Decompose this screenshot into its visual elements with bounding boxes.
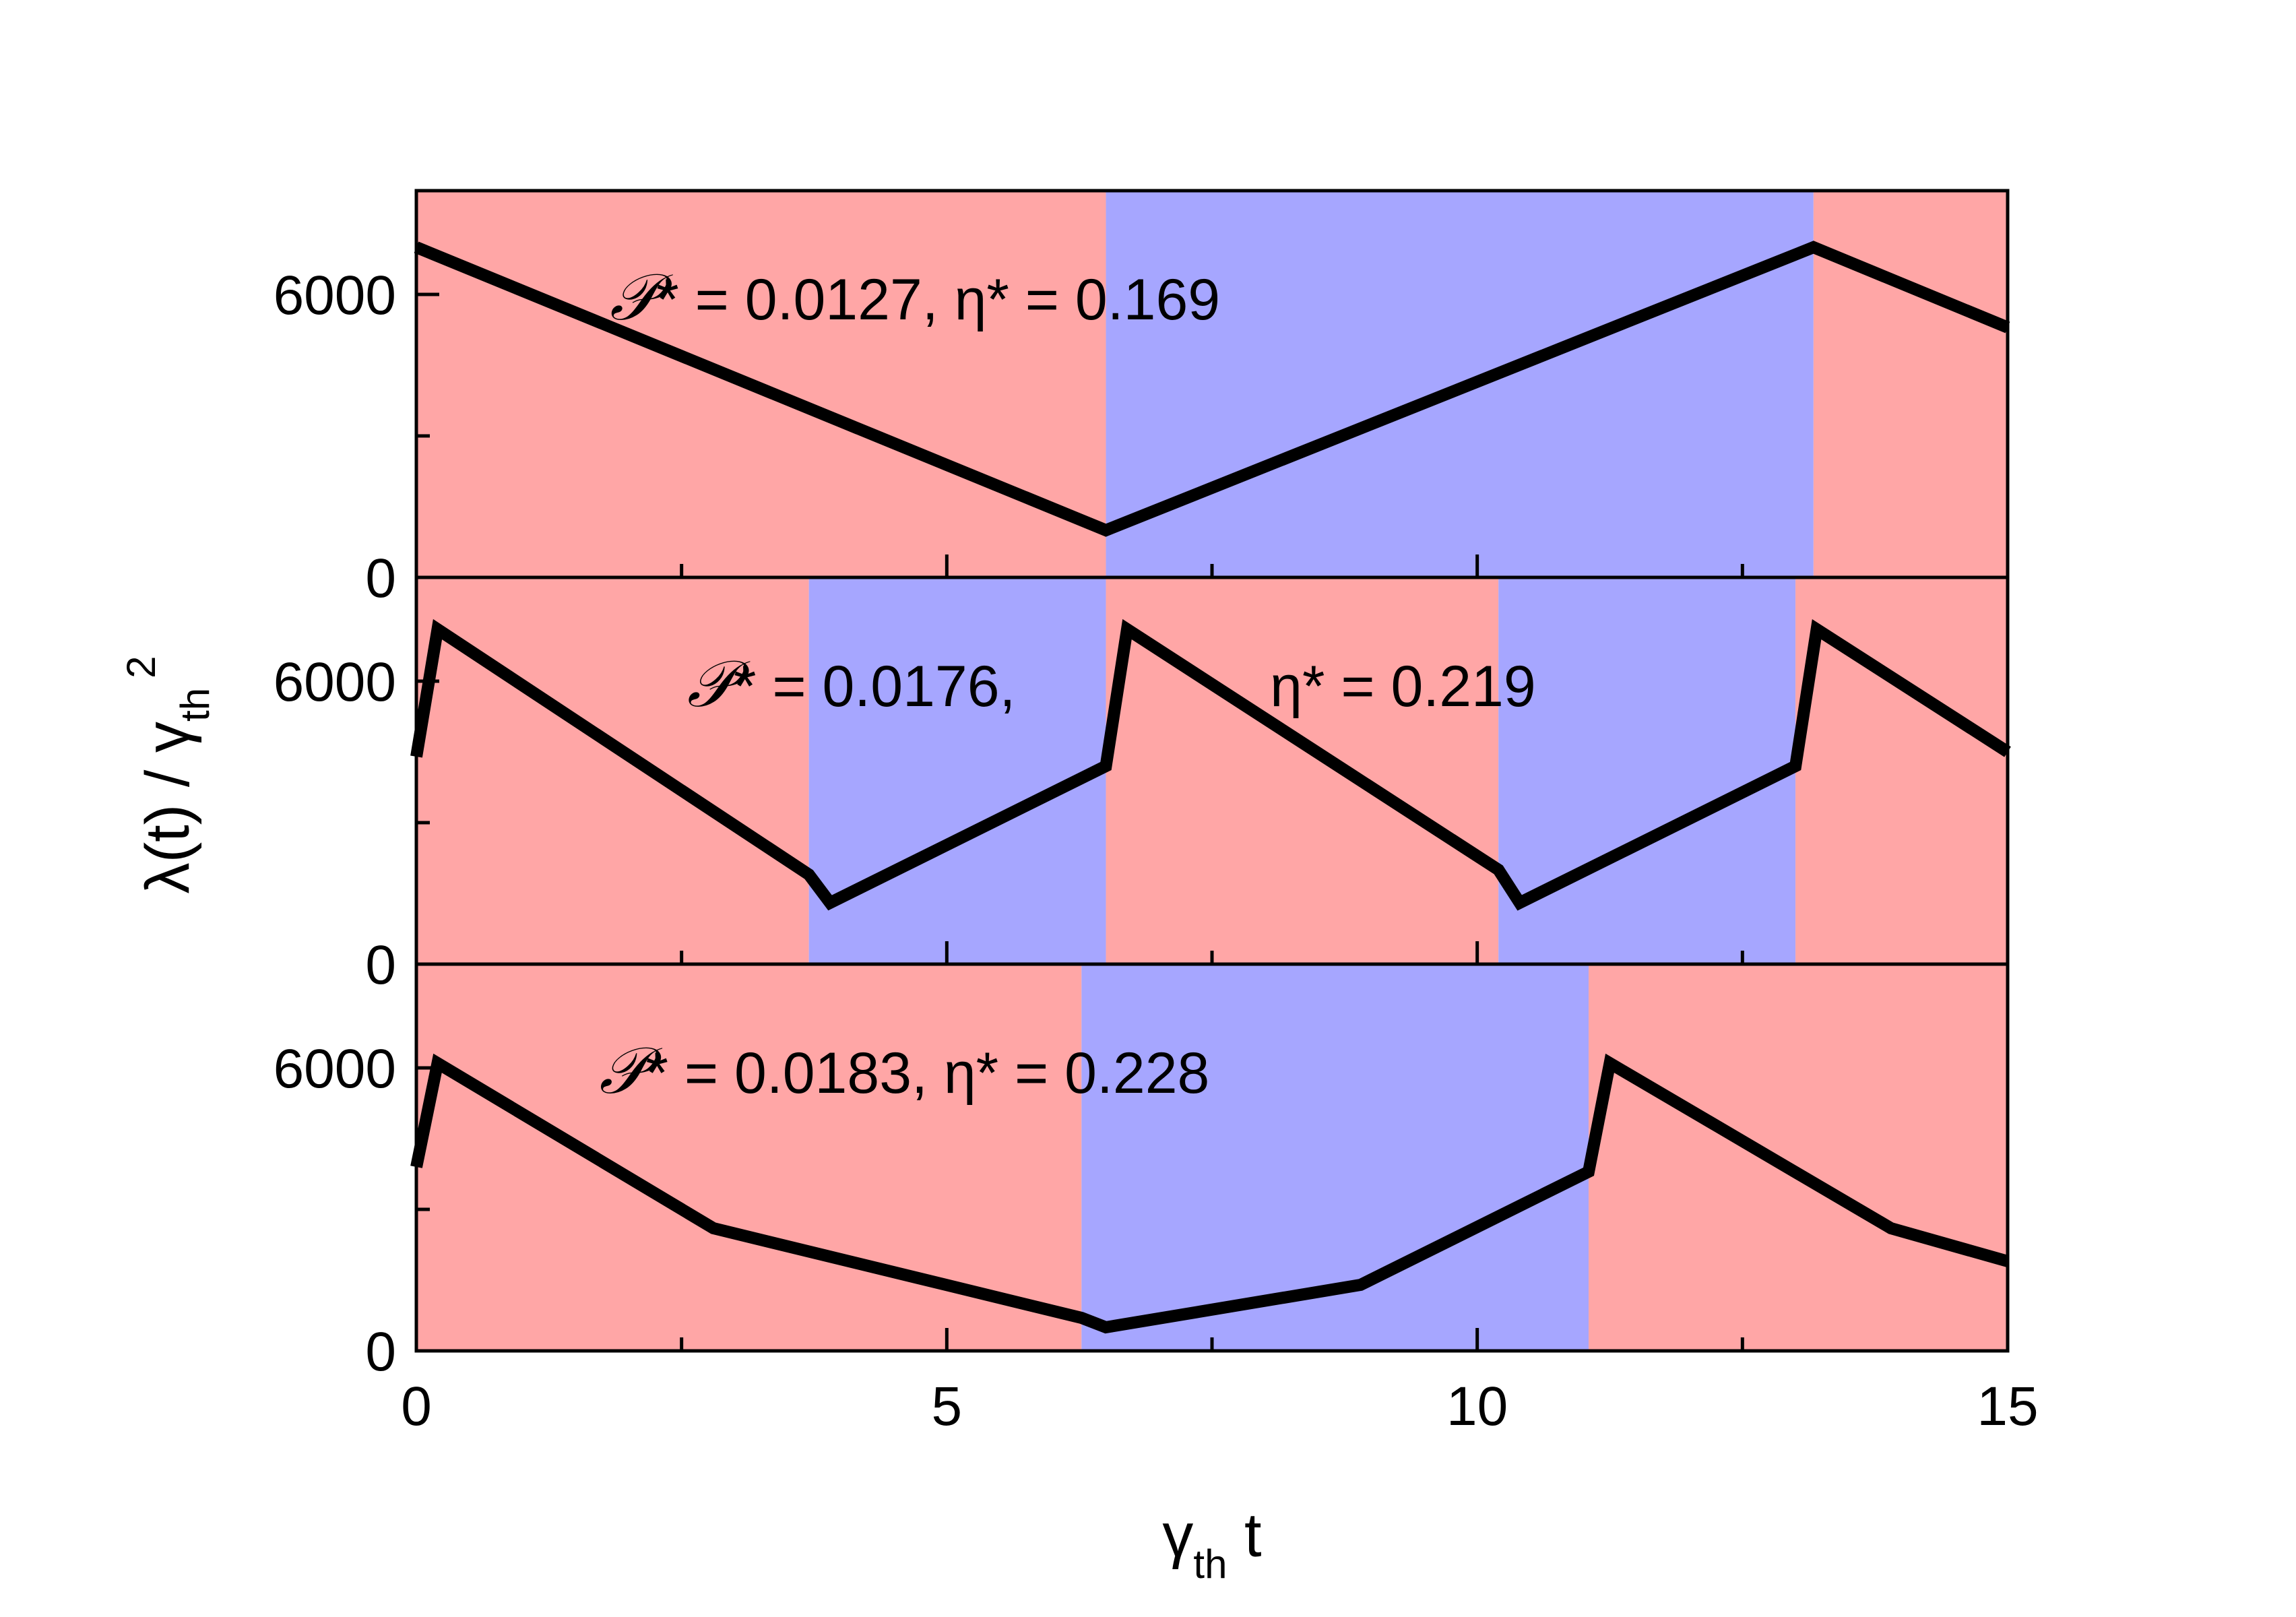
x-axis-title-suffix: t [1227, 1501, 1261, 1570]
panel-3-band-red-3 [1589, 964, 2008, 1351]
axis-titles: γth tλ(t) / γth2 [119, 656, 1262, 1587]
annotation-text: * = 0.0176, [734, 654, 1015, 719]
x-tick-label: 0 [401, 1376, 432, 1437]
panel-2-y-tick-label: 0 [365, 934, 396, 996]
panel-2-annotation-2: η* = 0.219 [1270, 654, 1536, 719]
annotation-text: * = 0.0183, η* = 0.228 [646, 1041, 1210, 1106]
panel-1-y-tick-label: 0 [365, 548, 396, 609]
panel-2-annotation-1: 𝒫* = 0.0176, [687, 646, 1016, 722]
y-axis-title-group: λ(t) / γth 2 [119, 656, 218, 894]
panel-1-annotation-1: 𝒫* = 0.0127, η* = 0.169 [610, 259, 1220, 335]
panel-3: 0 6000 𝒫* = 0.0183, η* = 0.228 [274, 962, 2010, 1383]
panel-1-series-line [414, 241, 2010, 537]
panel-1-band-red-3 [1813, 191, 2008, 577]
x-tick-label: 15 [1977, 1376, 2038, 1437]
x-axis-title: γth t [1162, 1501, 1261, 1587]
panel-2-band-blue-2 [808, 577, 1106, 964]
panel-2-band-red-3 [1106, 577, 1499, 964]
y-axis-title-main: λ(t) / γ [133, 722, 202, 894]
annotation-text: η* = 0.219 [1270, 654, 1536, 719]
x-tick-label: 10 [1446, 1376, 1508, 1437]
panel-2-series-line [410, 619, 2011, 911]
panel-2-y-tick-label: 6000 [274, 652, 396, 713]
panel-2-band-blue-4 [1498, 577, 1796, 964]
y-axis-title-sub: th [172, 688, 218, 722]
x-tick-label: 5 [932, 1376, 963, 1437]
panel-3-y-tick-label: 6000 [274, 1038, 396, 1100]
panel-3-annotation-1: 𝒫* = 0.0183, η* = 0.228 [599, 1033, 1209, 1108]
panel-3-series-line [410, 1053, 2010, 1334]
x-axis-title-main: γ [1162, 1501, 1193, 1570]
y-axis-title-sup: 2 [119, 656, 164, 678]
panel-2-band-red-1 [416, 577, 809, 964]
panel-2: 0 6000 𝒫* = 0.0176, η* = 0.219 [274, 575, 2011, 996]
y-axis-title: λ(t) / γth 2 [119, 656, 218, 894]
panel-3-y-tick-label: 0 [365, 1321, 396, 1383]
annotation-text: * = 0.0127, η* = 0.169 [656, 267, 1220, 332]
panels-group: 0 6000 𝒫* = 0.0127, η* = 0.169 0 6000 𝒫* = 0.… [274, 189, 2011, 1383]
x-axis-title-sub: th [1193, 1542, 1227, 1587]
panel-1: 0 6000 𝒫* = 0.0127, η* = 0.169 [274, 189, 2010, 609]
x-tick-labels: 0 5 10 15 [401, 1376, 2038, 1437]
panel-1-y-tick-label: 6000 [274, 265, 396, 326]
